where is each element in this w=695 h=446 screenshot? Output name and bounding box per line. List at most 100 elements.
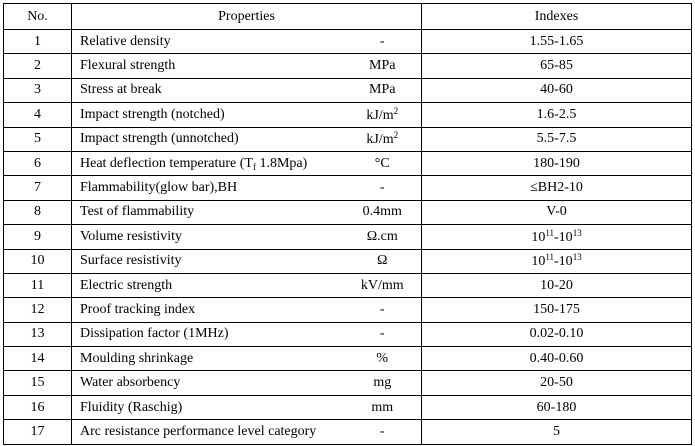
table-row: 16 Fluidity (Raschig) mm 60-180 — [3, 394, 693, 421]
row-number: 7 — [3, 175, 72, 201]
table-row: 15 Water absorbency mg 20-50 — [3, 370, 693, 396]
property-unit: - — [343, 297, 423, 323]
table-row: 10 Surface resistivity Ω 1011-1013 — [3, 248, 693, 274]
row-number: 16 — [3, 394, 72, 421]
text-segment: -10 — [554, 229, 573, 245]
header-cell: No. — [3, 3, 72, 30]
row-number: 3 — [3, 77, 72, 104]
property-index: 0.02-0.10 — [421, 321, 693, 348]
property-unit: - — [343, 321, 423, 348]
property-name: Test of flammability — [71, 199, 344, 226]
property-unit: - — [343, 28, 423, 55]
property-name: Flexural strength — [71, 53, 344, 79]
property-index: 10-20 — [421, 272, 693, 299]
property-index: 65-85 — [421, 53, 693, 79]
property-unit: - — [343, 419, 423, 445]
property-index: ≤BH2-10 — [421, 175, 693, 201]
property-index: 40-60 — [421, 77, 693, 104]
supscript: 13 — [572, 252, 582, 263]
table-row: 7 Flammability(glow bar),BH - ≤BH2-10 — [3, 175, 693, 201]
text-segment: 10 — [531, 254, 546, 270]
row-number: 6 — [3, 150, 72, 177]
supscript: 13 — [572, 227, 582, 238]
property-index: 180-190 — [421, 150, 693, 177]
text-segment: 1.8Mpa) — [255, 155, 308, 171]
row-number: 10 — [3, 248, 72, 274]
table-row: 4 Impact strength (notched) kJ/m2 1.6-2.5 — [3, 102, 693, 128]
row-number: 2 — [3, 53, 72, 79]
property-name: Volume resistivity — [71, 224, 344, 250]
property-unit: Ω — [343, 248, 423, 274]
property-name: Water absorbency — [71, 370, 344, 396]
table-row: 13 Dissipation factor (1MHz) -0.02-0.10 — [3, 321, 693, 348]
supscript: 11 — [545, 252, 555, 263]
property-index: 1011-1013 — [421, 224, 693, 250]
property-index: 60-180 — [421, 394, 693, 421]
property-unit: MPa — [343, 53, 423, 79]
property-unit: mg — [343, 370, 423, 396]
text-segment: Heat deflection temperature (T — [80, 155, 253, 171]
text-segment: -10 — [554, 254, 573, 270]
property-unit: 0.4mm — [343, 199, 423, 226]
table-row: 11 Electric strength kV/mm 10-20 — [3, 272, 693, 299]
property-index: 0.40-0.60 — [421, 346, 693, 372]
table-row: 1 Relative density -1.55-1.65 — [3, 28, 693, 55]
table-row: 12 Proof tracking index -150-175 — [3, 297, 693, 323]
row-number: 4 — [3, 102, 72, 128]
property-name: Surface resistivity — [71, 248, 344, 274]
property-index: 5 — [421, 419, 693, 445]
row-number: 12 — [3, 297, 72, 323]
property-unit: MPa — [343, 77, 423, 104]
property-name: Fluidity (Raschig) — [71, 394, 344, 421]
row-number: 8 — [3, 199, 72, 226]
table-row: 9 Volume resistivity Ω.cm 1011-1013 — [3, 224, 693, 250]
row-number: 15 — [3, 370, 72, 396]
subscript: f — [252, 161, 256, 172]
property-index: 1.6-2.5 — [421, 102, 693, 128]
header-cell: Indexes — [421, 3, 693, 30]
row-number: 14 — [3, 346, 72, 372]
table-row: 17 Arc resistance performance level categ… — [3, 419, 693, 445]
property-name: Flammability(glow bar),BH — [71, 175, 344, 201]
table-body: 1 Relative density -1.55-1.65 2 Flexural str… — [3, 28, 693, 445]
table-row: 6 Heat deflection temperature (Tf 1.8Mpa)… — [3, 150, 693, 177]
property-index: 1.55-1.65 — [421, 28, 693, 55]
row-number: 9 — [3, 224, 72, 250]
header-cell: Properties — [70, 3, 423, 30]
property-name: Stress at break — [71, 77, 344, 104]
property-name: Arc resistance performance level categor… — [71, 419, 344, 445]
supscript: 11 — [545, 227, 555, 238]
property-name: Heat deflection temperature (Tf 1.8Mpa) — [71, 150, 344, 177]
property-index: 1011-1013 — [421, 248, 693, 274]
row-number: 13 — [3, 321, 72, 348]
supscript: 2 — [393, 130, 399, 141]
property-unit: kJ/m2 — [343, 126, 423, 152]
property-unit: kV/mm — [343, 272, 423, 299]
text-segment: kJ/m — [366, 132, 394, 148]
property-index: 150-175 — [421, 297, 693, 323]
supscript: 2 — [393, 105, 399, 116]
table-row: 8 Test of flammability 0.4mm V-0 — [3, 199, 693, 226]
table-row: 5 Impact strength (unnotched) kJ/m2 5.5-7.5 — [3, 126, 693, 152]
property-name: Proof tracking index — [71, 297, 344, 323]
property-index: V-0 — [421, 199, 693, 226]
property-name: Relative density — [71, 28, 344, 55]
table-row: 14 Moulding shrinkage% 0.40-0.60 — [3, 346, 693, 372]
header-row: No. Properties Indexes — [3, 3, 693, 30]
property-unit: kJ/m2 — [343, 102, 423, 128]
property-unit: % — [343, 346, 423, 372]
text-segment: 10 — [531, 229, 546, 245]
property-name: Impact strength (notched) — [71, 102, 344, 128]
row-number: 17 — [3, 419, 72, 445]
row-number: 5 — [3, 126, 72, 152]
row-number: 11 — [3, 272, 72, 299]
table-row: 3 Stress at break MPa 40-60 — [3, 77, 693, 104]
property-name: Moulding shrinkage — [71, 346, 344, 372]
property-name: Impact strength (unnotched) — [71, 126, 344, 152]
row-number: 1 — [3, 28, 72, 55]
property-index: 5.5-7.5 — [421, 126, 693, 152]
property-unit: - — [343, 175, 423, 201]
property-name: Electric strength — [71, 272, 344, 299]
table-row: 2 Flexural strength MPa 65-85 — [3, 53, 693, 79]
